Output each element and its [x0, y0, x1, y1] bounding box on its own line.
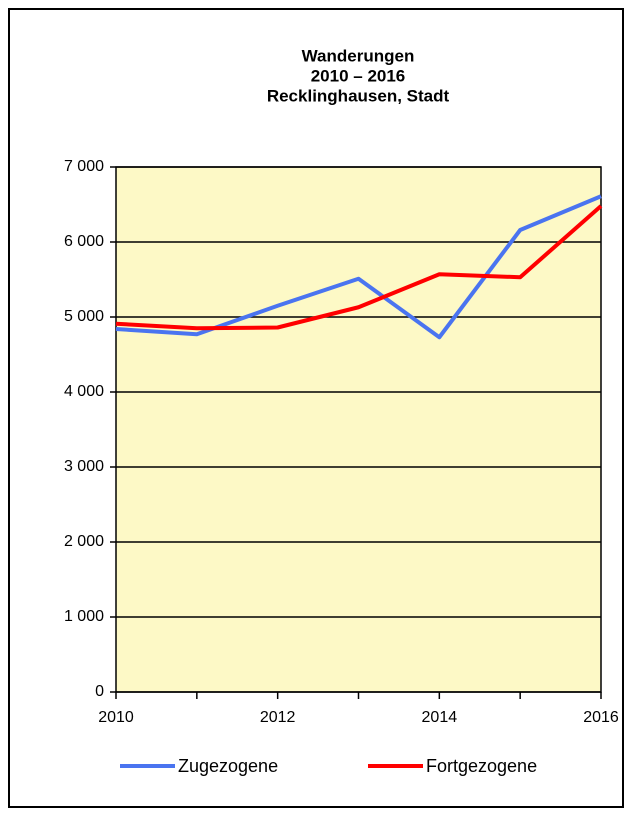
data-line: [115, 194, 602, 340]
y-tick-label: 4 000: [64, 383, 104, 400]
y-tick-label: 3 000: [64, 458, 104, 475]
legend-label: Fortgezogene: [426, 756, 537, 776]
y-tick-label: 0: [95, 683, 104, 700]
x-tick-label: 2016: [583, 709, 619, 726]
y-tick-label: 5 000: [64, 308, 104, 325]
x-tick-label: 2010: [98, 709, 134, 726]
y-tick-label: 2 000: [64, 533, 104, 550]
y-tick-label: 1 000: [64, 608, 104, 625]
chart-title: Recklinghausen, Stadt: [267, 86, 450, 105]
y-tick-label: 6 000: [64, 233, 104, 250]
x-tick-label: 2012: [260, 709, 296, 726]
chart-title: 2010 – 2016: [311, 66, 406, 85]
y-tick-label: 7 000: [64, 158, 104, 175]
x-tick-label: 2014: [422, 709, 458, 726]
chart-title: Wanderungen: [302, 46, 415, 65]
plot-border: [115, 166, 602, 693]
legend-label: Zugezogene: [178, 756, 278, 776]
data-line: [115, 204, 603, 331]
plot-area: [116, 167, 601, 692]
